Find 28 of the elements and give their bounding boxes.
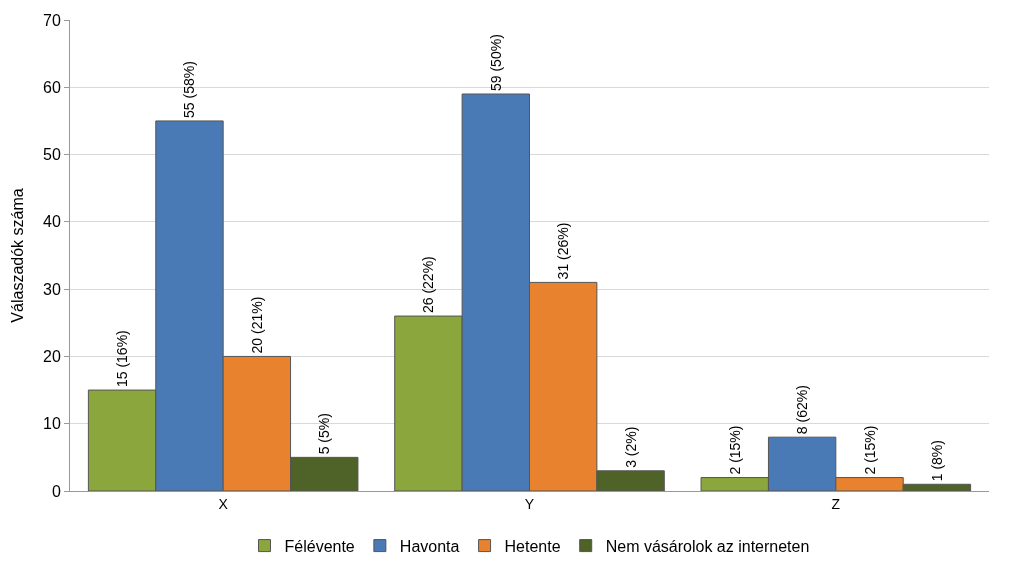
- y-tick-label: 30: [43, 280, 61, 298]
- data-label: 15 (16%): [114, 330, 131, 388]
- data-label: 3 (2%): [622, 426, 639, 468]
- data-label: 26 (22%): [420, 256, 437, 314]
- y-tick-label: 50: [43, 146, 61, 164]
- y-tick-label: 70: [43, 11, 61, 29]
- x-tick-label: Z: [831, 495, 841, 512]
- y-tick-label: 40: [43, 213, 61, 231]
- data-label: 5 (5%): [316, 413, 333, 455]
- legend-label: Félévente: [284, 537, 355, 555]
- y-tick-label: 60: [43, 78, 61, 96]
- y-tick-label: 20: [43, 348, 61, 366]
- data-label: 8 (62%): [794, 385, 811, 435]
- x-tick-label: X: [218, 495, 229, 512]
- data-label: 2 (15%): [726, 425, 743, 475]
- y-axis-title: Válaszadók száma: [8, 188, 26, 323]
- data-label: 31 (26%): [555, 222, 572, 280]
- x-tick-label: Y: [524, 495, 535, 512]
- legend-label: Hetente: [504, 537, 561, 555]
- data-label: 20 (21%): [248, 296, 265, 354]
- data-label: 59 (50%): [487, 34, 504, 92]
- legend-label: Nem vásárolok az interneten: [605, 537, 810, 555]
- y-tick-label: 0: [51, 482, 61, 500]
- data-label: 55 (58%): [181, 61, 198, 118]
- legend-label: Havonta: [399, 537, 460, 555]
- y-tick-label: 10: [43, 415, 61, 433]
- data-label: 2 (15%): [861, 425, 878, 475]
- data-label: 1 (8%): [928, 440, 945, 482]
